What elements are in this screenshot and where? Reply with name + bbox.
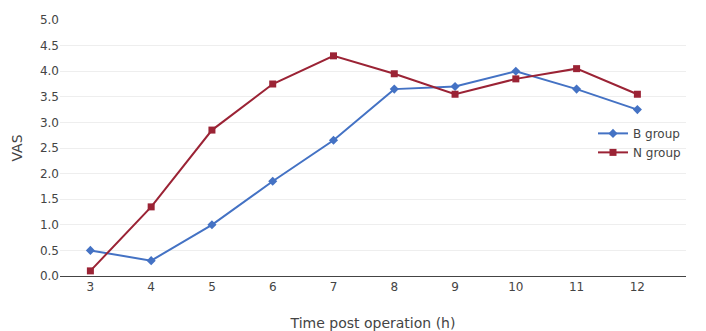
svg-text:3.0: 3.0 [40,116,59,130]
svg-text:3.5: 3.5 [40,90,59,104]
svg-text:5: 5 [208,280,216,294]
svg-text:11: 11 [569,280,584,294]
svg-text:12: 12 [630,280,645,294]
svg-text:Time post operation (h): Time post operation (h) [290,315,456,331]
svg-text:0.0: 0.0 [40,269,59,283]
svg-text:1.0: 1.0 [40,218,59,232]
svg-text:0.5: 0.5 [40,244,59,258]
svg-text:9: 9 [451,280,459,294]
svg-text:4: 4 [147,280,155,294]
svg-text:3: 3 [87,280,95,294]
svg-text:8: 8 [390,280,398,294]
svg-text:6: 6 [269,280,277,294]
svg-text:B group: B group [633,127,680,141]
svg-text:5.0: 5.0 [40,13,59,27]
svg-text:1.5: 1.5 [40,192,59,206]
svg-text:VAS: VAS [9,134,25,161]
svg-text:10: 10 [508,280,523,294]
svg-text:2.0: 2.0 [40,167,59,181]
svg-text:4.5: 4.5 [40,39,59,53]
svg-text:7: 7 [330,280,338,294]
svg-text:4.0: 4.0 [40,64,59,78]
svg-text:2.5: 2.5 [40,141,59,155]
svg-text:N group: N group [633,146,681,160]
